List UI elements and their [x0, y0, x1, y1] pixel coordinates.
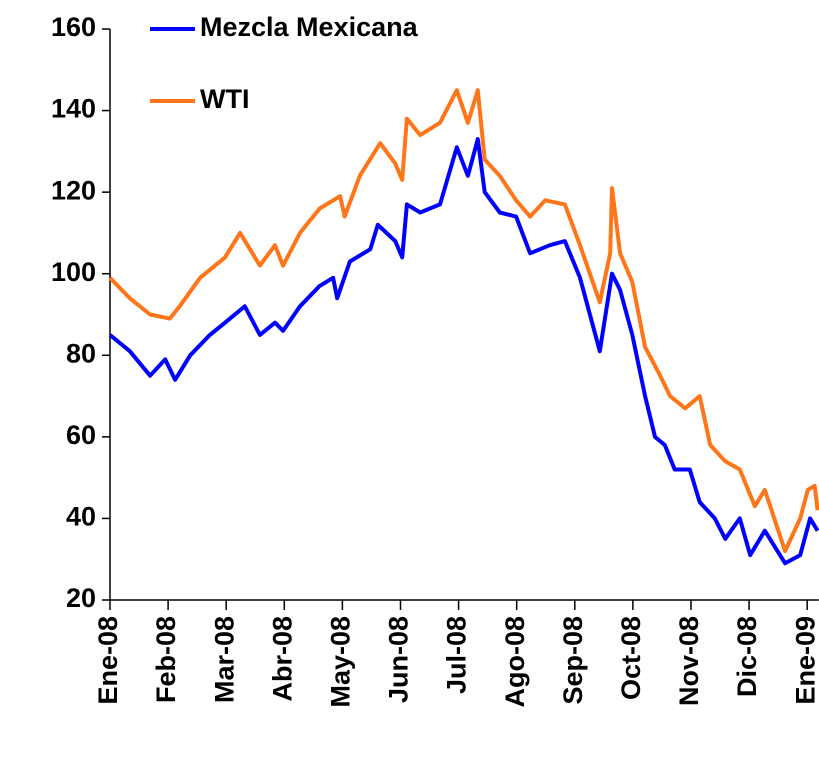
y-tick-label: 80 — [66, 338, 96, 368]
y-tick-label: 140 — [51, 94, 96, 124]
x-tick-label: Jun-08 — [384, 616, 414, 703]
x-tick-label: Abr-08 — [267, 616, 297, 702]
y-tick-label: 20 — [66, 583, 96, 613]
y-tick-label: 120 — [51, 175, 96, 205]
y-tick-label: 100 — [51, 257, 96, 287]
x-tick-label: Jul-08 — [442, 616, 472, 694]
y-tick-label: 40 — [66, 502, 96, 532]
series-line — [108, 137, 819, 566]
x-tick-label: Feb-08 — [151, 616, 181, 703]
x-tick-label: Mar-08 — [209, 616, 239, 703]
y-tick-label: 160 — [51, 12, 96, 42]
series-line — [108, 88, 819, 554]
x-tick-label: Sep-08 — [558, 616, 588, 705]
x-tick-label: Ene-09 — [790, 616, 819, 705]
legend-label: WTI — [200, 84, 249, 114]
legend-label: Mezcla Mexicana — [200, 12, 419, 42]
x-tick-label: May-08 — [326, 616, 356, 708]
x-tick-label: Ene-08 — [93, 616, 123, 705]
x-tick-label: Nov-08 — [674, 616, 704, 706]
x-tick-label: Ago-08 — [500, 616, 530, 708]
x-tick-label: Oct-08 — [616, 616, 646, 700]
x-tick-label: Dic-08 — [732, 616, 762, 697]
y-tick-label: 60 — [66, 420, 96, 450]
